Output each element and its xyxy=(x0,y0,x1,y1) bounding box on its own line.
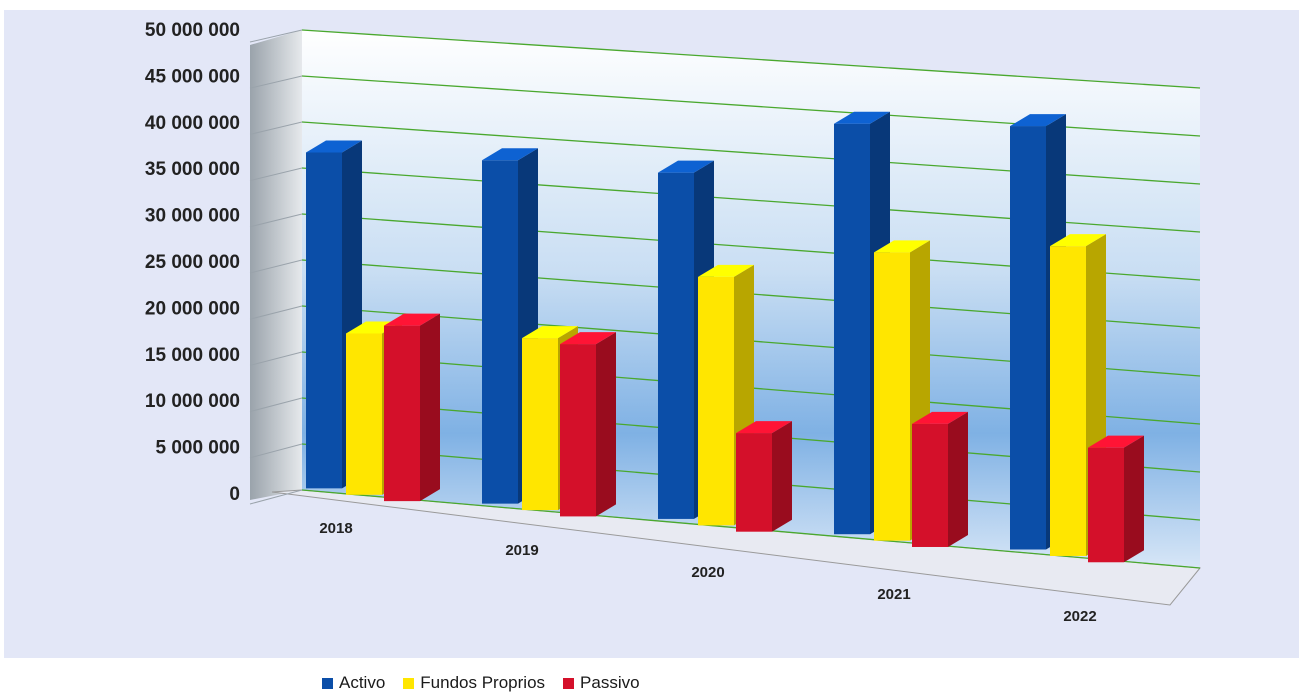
bar-passivo-2018 xyxy=(384,313,440,502)
bar-passivo-2022 xyxy=(1088,435,1144,563)
bar-top xyxy=(306,140,362,153)
side-gridline xyxy=(249,351,303,366)
bar-top xyxy=(658,160,714,173)
bar-top xyxy=(522,326,578,339)
bar-front xyxy=(306,152,342,489)
bar-top xyxy=(874,240,930,253)
bar-passivo-2021 xyxy=(912,411,968,547)
bar-front xyxy=(698,276,734,526)
side-gridline xyxy=(249,213,303,228)
bar-front xyxy=(1010,126,1046,550)
y-tick-label: 15 000 000 xyxy=(145,345,240,366)
bar-front xyxy=(346,333,382,495)
legend: Activo Fundos Proprios Passivo xyxy=(322,673,640,693)
y-tick-label: 5 000 000 xyxy=(155,438,240,459)
legend-item: Activo xyxy=(322,673,385,693)
side-gridline xyxy=(249,75,303,89)
legend-swatch xyxy=(322,677,333,689)
legend-swatch xyxy=(563,677,575,689)
bar-front xyxy=(736,433,772,532)
bar-side xyxy=(1124,435,1144,563)
legend-item: Fundos Proprios xyxy=(403,673,545,693)
legend-label: Activo xyxy=(339,673,386,692)
bar-front xyxy=(834,123,870,535)
bar-top xyxy=(698,264,754,277)
y-tick-label: 40 000 000 xyxy=(145,113,240,134)
y-tick-label: 0 xyxy=(229,484,240,505)
bar-top xyxy=(912,411,968,424)
bar-top xyxy=(834,111,890,124)
y-tick-label: 35 000 000 xyxy=(145,159,240,180)
bar-front xyxy=(482,160,518,504)
bar-front xyxy=(912,423,948,547)
legend-label: Passivo xyxy=(580,673,640,692)
bar-side xyxy=(596,332,616,517)
bar-passivo-2020 xyxy=(736,421,792,532)
bar-front xyxy=(658,172,694,519)
bar-front xyxy=(384,325,420,502)
legend-item: Passivo xyxy=(563,673,640,693)
side-gridline xyxy=(249,29,303,43)
bar-top xyxy=(1088,435,1144,448)
side-gridline xyxy=(249,489,303,505)
x-tick-label: 2021 xyxy=(877,586,910,603)
y-tick-label: 30 000 000 xyxy=(145,206,240,227)
bar-front xyxy=(560,344,596,517)
x-tick-label: 2022 xyxy=(1063,608,1096,625)
legend-label: Fundos Proprios xyxy=(420,673,546,692)
legend-swatch xyxy=(403,677,415,689)
y-tick-label: 25 000 000 xyxy=(145,252,240,273)
bar-front xyxy=(874,252,910,541)
side-gridline xyxy=(249,397,303,413)
bar-side xyxy=(948,411,968,547)
y-tick-label: 45 000 000 xyxy=(145,66,240,87)
side-gridline xyxy=(249,167,303,182)
bar-front xyxy=(1050,246,1086,556)
bar-side xyxy=(420,313,440,502)
side-gridline xyxy=(249,259,303,274)
bar-top xyxy=(1050,234,1106,247)
y-tick-label: 50 000 000 xyxy=(145,20,240,41)
x-tick-label: 2019 xyxy=(505,542,538,559)
gridline xyxy=(301,29,1201,89)
bar-front xyxy=(522,338,558,511)
bar-side xyxy=(772,421,792,532)
side-gridline xyxy=(249,305,303,320)
bar-passivo-2019 xyxy=(560,332,616,517)
bar-top xyxy=(1010,114,1066,127)
side-wall xyxy=(250,30,302,500)
x-tick-label: 2020 xyxy=(691,564,724,581)
x-tick-label: 2018 xyxy=(319,520,352,537)
side-gridline xyxy=(249,443,303,459)
bar-top xyxy=(384,313,440,326)
y-tick-label: 10 000 000 xyxy=(145,391,240,412)
bar-fundos-proprios-2021 xyxy=(874,240,930,541)
bar-top xyxy=(482,148,538,161)
y-tick-label: 20 000 000 xyxy=(145,298,240,319)
bar-top xyxy=(560,332,616,345)
side-gridline xyxy=(249,121,303,135)
bar-front xyxy=(1088,447,1124,563)
bar-top xyxy=(736,421,792,434)
